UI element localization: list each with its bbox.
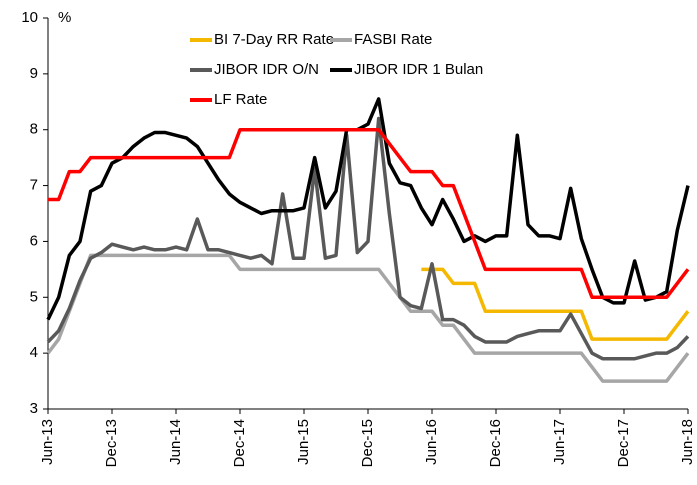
legend-label: JIBOR IDR O/N <box>214 61 319 78</box>
y-tick-label: 9 <box>30 65 38 82</box>
legend-label: LF Rate <box>214 91 267 108</box>
series-line <box>46 116 690 361</box>
x-tick-label: Dec-14 <box>231 419 248 467</box>
x-tick-label: Jun-13 <box>39 419 56 465</box>
x-tick-label: Jun-15 <box>295 419 312 465</box>
legend-label: JIBOR IDR 1 Bulan <box>354 61 483 78</box>
legend-label: BI 7-Day RR Rate <box>214 31 334 48</box>
y-axis-label: % <box>58 9 71 26</box>
y-tick-label: 6 <box>30 232 38 249</box>
series-line <box>46 253 690 383</box>
legend-label: FASBI Rate <box>354 31 432 48</box>
y-tick-label: 8 <box>30 121 38 138</box>
y-tick-label: 7 <box>30 177 38 194</box>
y-tick-label: 10 <box>21 9 38 26</box>
y-tick-label: 4 <box>30 344 38 361</box>
x-tick-label: Jun-16 <box>423 419 440 465</box>
series-line <box>46 97 690 321</box>
x-tick-label: Dec-15 <box>359 419 376 467</box>
x-tick-label: Dec-13 <box>103 419 120 467</box>
x-tick-label: Jun-18 <box>679 419 696 465</box>
x-tick-label: Dec-17 <box>615 419 632 467</box>
y-tick-label: 3 <box>30 400 38 417</box>
x-tick-label: Jun-14 <box>167 419 184 465</box>
y-tick-label: 5 <box>30 288 38 305</box>
series-line <box>48 127 690 300</box>
x-tick-label: Dec-16 <box>487 419 504 467</box>
x-tick-label: Jun-17 <box>551 419 568 465</box>
series-line <box>421 267 690 341</box>
